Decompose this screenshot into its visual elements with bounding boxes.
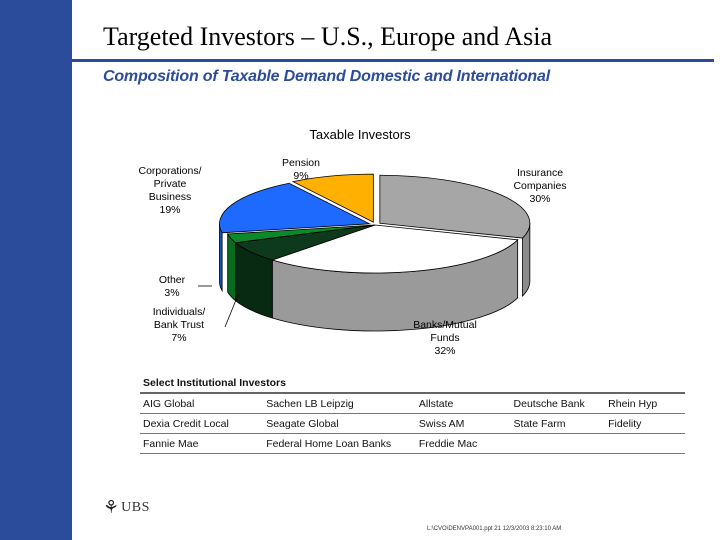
pie-label-line: 9% (293, 170, 308, 182)
ubs-keys-icon: ⚘ (103, 497, 120, 517)
pie-label-line: 30% (529, 193, 550, 205)
individuals-leader-line (224, 294, 239, 328)
pie-slice-insurance (379, 174, 531, 239)
table-cell: Seagate Global (266, 417, 339, 430)
table-row: Dexia Credit Local Seagate Global Swiss … (140, 414, 685, 434)
pie-label-corporations: Corporations/Private Business 19% (138, 165, 201, 216)
table-cell: Fidelity (608, 417, 642, 430)
pie-label-pension: Pension 9% (282, 157, 320, 182)
pie-label-line: Business (149, 191, 192, 203)
ubs-logo-text: UBS (121, 499, 150, 515)
pie-label-line: Corporations/ (138, 165, 201, 177)
pie-label-line: Banks/Mutual (413, 319, 477, 331)
pie-label-individuals: Individuals/Bank Trust 7% (153, 306, 206, 344)
pie-label-banks-mutual: Banks/Mutual Funds 32% (413, 319, 477, 357)
table-row: Fannie Mae Federal Home Loan Banks Fredd… (140, 434, 685, 454)
pie-label-line: 7% (171, 332, 186, 344)
institutional-investors-table: Select Institutional Investors AIG Globa… (140, 377, 685, 454)
pie-label-other: Other 3% (159, 274, 186, 299)
footer-path: L:\CVO\DENVPA001.ppt 21 12/3/2003 8:23:1… (427, 526, 562, 532)
pie-label-insurance: Insurance Companies 30% (513, 167, 566, 205)
pie-label-line: 32% (434, 345, 455, 357)
slide-subtitle: Composition of Taxable Demand Domestic a… (103, 68, 550, 85)
table-cell: Rhein Hyp (608, 397, 658, 410)
pie-label-line: Individuals/ (153, 306, 206, 318)
pie-label-line: Other (159, 274, 186, 286)
pie-slice-pension (291, 173, 374, 223)
pie-slice-corporations (219, 182, 371, 234)
pie-slice-other (226, 224, 376, 244)
table-cell: Freddie Mac (418, 437, 478, 450)
pie-label-line: Pension (282, 157, 320, 169)
pie-slice-banks-mutual (271, 224, 519, 274)
table-cell: Fannie Mae (143, 437, 199, 450)
table-cell: Deutsche Bank (513, 397, 585, 410)
table-row: AIG Global Sachen LB Leipzig Allstate De… (140, 394, 685, 414)
table-cell: AIG Global (143, 397, 195, 410)
pie-label-line: Private (154, 178, 187, 190)
table-cell: Swiss AM (418, 417, 465, 430)
chart-title: Taxable Investors (309, 127, 411, 142)
pie-label-line: 3% (164, 287, 179, 299)
table-cell: Allstate (418, 397, 454, 410)
taxable-investors-pie-chart: Taxable Investors Insurance Companies 30% B… (138, 127, 566, 357)
institutional-investors-heading: Select Institutional Investors (143, 377, 286, 389)
pie-label-line: 19% (159, 204, 180, 216)
pie-label-line: Bank Trust (154, 319, 204, 331)
table-cell: Federal Home Loan Banks (266, 437, 392, 450)
ubs-logo: ⚘ UBS (103, 497, 150, 518)
pie-label-line: Insurance (517, 167, 563, 179)
slide-title: Targeted Investors – U.S., Europe and As… (103, 22, 552, 51)
left-sidebar-band (0, 0, 72, 540)
title-divider (24, 59, 714, 62)
table-cell: State Farm (513, 417, 566, 430)
table-cell: Sachen LB Leipzig (266, 397, 354, 410)
table-top-rule (140, 392, 685, 394)
table-cell: Dexia Credit Local (143, 417, 229, 430)
pie-label-line: Funds (430, 332, 459, 344)
pie-slice-side-corporations (219, 223, 223, 293)
pie-label-line: Companies (513, 180, 566, 192)
pie-slice-side-other (227, 232, 236, 302)
